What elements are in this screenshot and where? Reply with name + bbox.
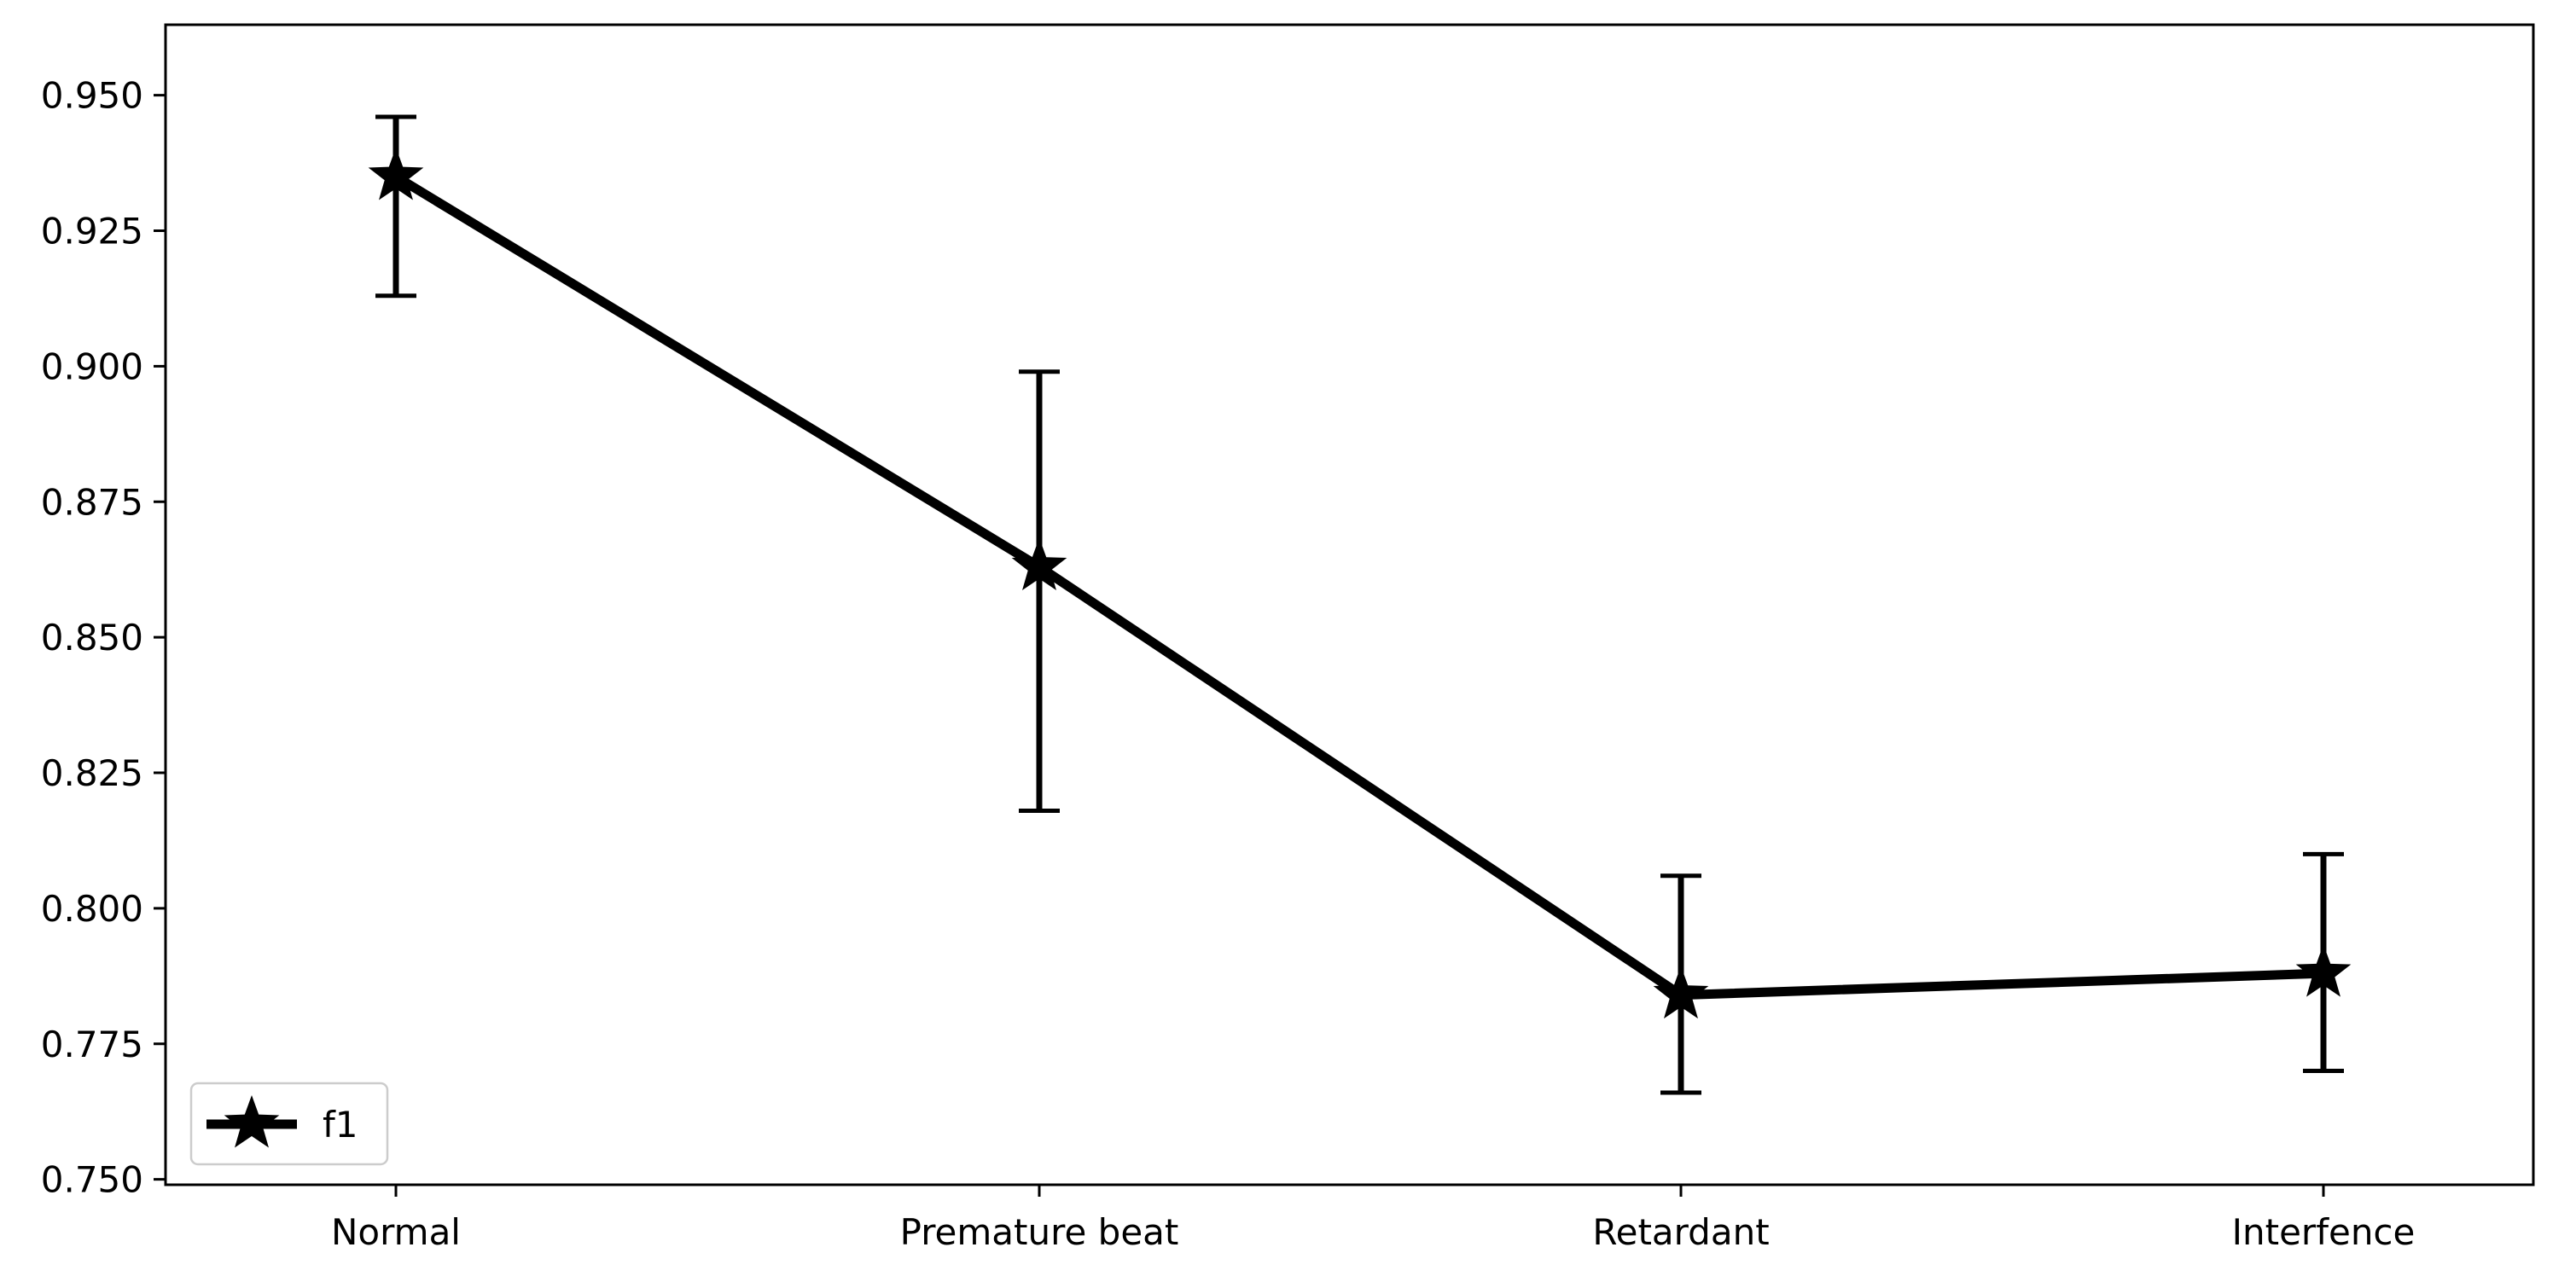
legend: f1 xyxy=(189,1082,389,1166)
data-point-star-interfence xyxy=(2295,944,2352,997)
data-point-star-retardant xyxy=(1653,966,1709,1019)
x-axis: Normal Premature beat Retardant Interfence xyxy=(331,1185,2415,1253)
y-tick-label: 0.775 xyxy=(41,1024,143,1065)
y-tick-label: 0.750 xyxy=(41,1159,143,1201)
y-tick-label: 0.900 xyxy=(41,345,143,387)
data-point-star-premature-beat xyxy=(1011,537,1067,591)
legend-label-f1: f1 xyxy=(323,1104,358,1146)
legend-star-marker xyxy=(224,1095,280,1148)
plot-frame xyxy=(164,23,2535,1186)
y-tick-label: 0.825 xyxy=(41,752,143,794)
y-tick-label: 0.950 xyxy=(41,75,143,117)
plot-background xyxy=(166,25,2533,1185)
x-tick-label: Interfence xyxy=(2232,1211,2416,1253)
series-line-f1 xyxy=(393,172,2324,1001)
series-layer xyxy=(368,114,2352,1095)
x-tick-label: Retardant xyxy=(1592,1211,1769,1253)
y-tick-label: 0.800 xyxy=(41,888,143,930)
x-tick-label: Premature beat xyxy=(900,1211,1179,1253)
y-tick-label: 0.925 xyxy=(41,210,143,252)
data-point-star-normal xyxy=(368,147,424,200)
y-tick-label: 0.850 xyxy=(41,617,143,658)
y-axis: 0.750 0.775 0.800 0.825 0.850 0.875 0.900 0.925… xyxy=(41,75,166,1201)
y-tick-label: 0.875 xyxy=(41,481,143,523)
x-tick-label: Normal xyxy=(331,1211,461,1253)
